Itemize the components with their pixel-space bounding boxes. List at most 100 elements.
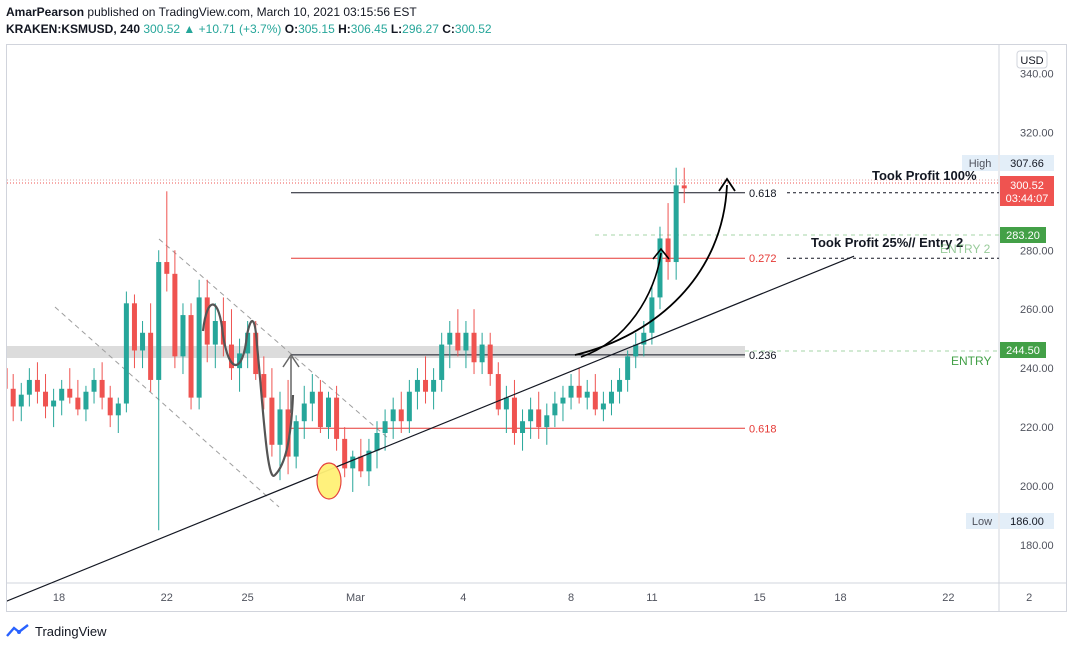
price-axis-tick: 260.00 (1020, 304, 1054, 316)
candle-body (26, 379, 32, 395)
currency-button-label: USD (1020, 55, 1043, 67)
low-tag-label: Low (972, 516, 992, 528)
candle-body (431, 379, 437, 392)
bar-countdown: 03:44:07 (1006, 193, 1049, 205)
tradingview-logo-icon[interactable] (6, 624, 30, 638)
curve-arrow-large-head-icon (718, 177, 736, 192)
curve-arrow-large[interactable] (574, 184, 728, 356)
candle-body (188, 315, 194, 398)
candle-body (503, 397, 509, 410)
candle-body (374, 432, 380, 451)
candle-body (390, 409, 396, 422)
candle-body (584, 391, 590, 398)
current-price-value: 300.52 (1010, 180, 1044, 192)
time-axis-tick: 22 (161, 592, 173, 604)
candle-body (592, 391, 598, 410)
candle-body (172, 273, 178, 357)
candle-body (18, 394, 24, 407)
brand-name[interactable]: TradingView (35, 623, 107, 639)
high-label: H: (338, 22, 351, 36)
low-label: L: (390, 22, 403, 36)
candle-body (91, 379, 97, 392)
currency-button[interactable] (1016, 50, 1048, 69)
time-axis[interactable]: 18 22 25 Mar 4 8 11 15 18 22 2 (53, 592, 1032, 604)
candle-body (261, 374, 267, 398)
time-axis-tick: 11 (646, 592, 657, 604)
price-axis[interactable]: 180.00200.00220.00240.00260.00280.00300.… (1020, 68, 1054, 552)
candle-body (528, 409, 534, 422)
time-axis-tick: 22 (942, 592, 954, 604)
candle-body (657, 238, 663, 298)
candle-body (196, 297, 202, 398)
price-axis-tick: 180.00 (1020, 540, 1054, 552)
last-price: 300.52 (143, 22, 181, 36)
candle-body (164, 262, 170, 274)
took-profit-25-label: Took Profit 25%// Entry 2 (811, 235, 963, 250)
change-up-icon: ▲ (183, 22, 196, 36)
candle-body (293, 421, 299, 457)
candle-body (277, 409, 283, 445)
chart-area[interactable]: 0.618 0.272 0.236 0.618 Took Profit 100% To… (0, 44, 1067, 612)
candle-body (43, 391, 49, 407)
high-tag (962, 155, 998, 171)
ascending-trendline[interactable] (0, 255, 855, 605)
candle-body (75, 397, 81, 410)
fib-level-label: 0.618 (749, 188, 777, 200)
entry-price-value: 244.50 (1006, 345, 1040, 357)
curve-arrow-small[interactable] (580, 252, 662, 358)
symbol-name[interactable]: KRAKEN:KSMUSD, 240 (6, 22, 141, 36)
high-value-tag (1000, 155, 1054, 171)
channel-line-upper (158, 238, 390, 440)
candle-body (560, 397, 566, 404)
price-axis-tick: 200.00 (1020, 481, 1054, 493)
open-label: O: (284, 22, 299, 36)
candle-body (487, 344, 493, 375)
candle-body (455, 332, 461, 351)
time-axis-tick: 18 (834, 592, 846, 604)
entry2-faint-label: ENTRY 2 (940, 242, 991, 256)
candle-body (552, 403, 558, 416)
candle-body (51, 400, 57, 407)
candle-body (245, 332, 251, 354)
candle-body (414, 379, 420, 392)
candle-body (633, 344, 639, 357)
candle-body (479, 344, 485, 363)
fib-level-label: 0.236 (749, 350, 777, 362)
time-axis-tick: 2 (1026, 592, 1032, 604)
candle-body (285, 409, 291, 457)
candle-body (309, 391, 315, 404)
low-value-label: 186.00 (1010, 516, 1044, 528)
candle-body (366, 450, 372, 472)
price-axis-tick: 340.00 (1020, 68, 1054, 80)
high-tag-label: High (969, 158, 992, 170)
candle-body (681, 185, 687, 189)
candle-body (673, 185, 679, 263)
candle-body (115, 403, 121, 416)
highlight-circle[interactable] (316, 462, 342, 500)
low-value: 296.27 (402, 22, 439, 36)
candle-body (10, 388, 16, 407)
candle-body (520, 421, 526, 433)
high-value-label: 307.66 (1010, 158, 1044, 170)
candle-body (617, 379, 623, 392)
fib-level-label: 0.618 (749, 423, 777, 435)
candle-body (406, 391, 412, 422)
author-name[interactable]: AmarPearson (6, 5, 85, 19)
chart-svg[interactable]: 0.618 0.272 0.236 0.618 Took Profit 100% To… (0, 45, 1066, 611)
entry-label: ENTRY (951, 354, 991, 368)
candle-body (649, 297, 655, 333)
candle-body (269, 397, 275, 445)
time-axis-tick: 4 (460, 592, 466, 604)
price-axis-tick: 320.00 (1020, 127, 1054, 139)
candle-body (600, 403, 606, 410)
high-value: 306.45 (350, 22, 388, 36)
entry2-price-tag (1000, 227, 1046, 243)
entry2-price-value: 283.20 (1006, 230, 1040, 242)
wave-drawing[interactable] (201, 303, 295, 477)
candle-body (398, 409, 404, 422)
footer: TradingView (6, 621, 107, 641)
close-label: C: (442, 22, 455, 36)
candle-body (382, 421, 388, 433)
curve-arrow-small-head-icon (652, 247, 670, 260)
candle-body (350, 456, 356, 469)
